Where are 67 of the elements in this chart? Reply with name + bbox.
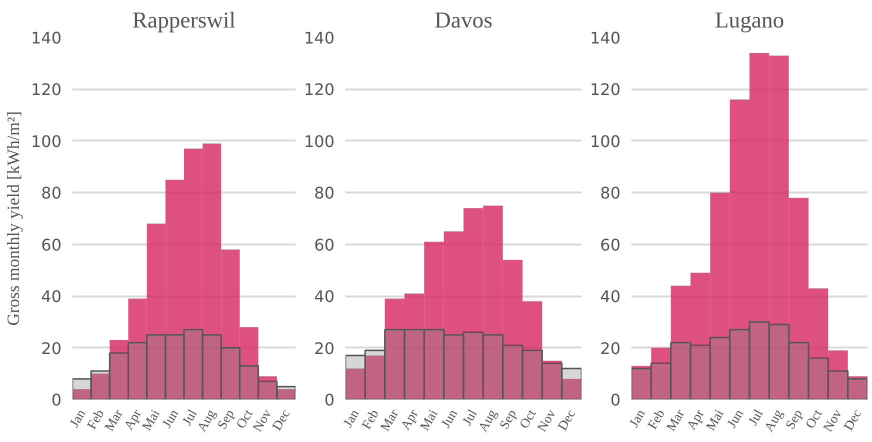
y-tick-label: 120 — [304, 80, 335, 100]
bar — [788, 342, 810, 400]
y-tick-label: 20 — [600, 338, 620, 358]
y-tick-label: 40 — [600, 287, 620, 306]
bar — [423, 328, 445, 400]
bar — [522, 350, 543, 400]
bar — [276, 386, 296, 400]
bar — [72, 378, 92, 400]
bar — [220, 347, 240, 400]
bar — [748, 321, 770, 400]
x-tick-label: Dec — [554, 406, 578, 433]
bar — [108, 352, 129, 400]
y-tick-label: 140 — [304, 28, 335, 48]
y-tick-label: 80 — [314, 184, 334, 203]
bar — [384, 328, 406, 400]
x-tick-label: Jun — [158, 406, 182, 430]
bar — [404, 328, 425, 400]
bar — [650, 362, 672, 400]
y-tick-label: 140 — [590, 28, 621, 48]
bar — [808, 357, 829, 400]
bar — [258, 380, 278, 400]
bar — [202, 334, 222, 400]
y-tick-label: 0 — [610, 390, 621, 410]
y-tick-label: 140 — [30, 28, 62, 48]
bar — [729, 328, 750, 400]
y-tick-label: 0 — [324, 390, 335, 410]
y-tick-label: 60 — [41, 235, 62, 254]
bar — [90, 370, 110, 400]
y-tick-label: 40 — [41, 287, 62, 306]
bar — [146, 334, 166, 400]
bar — [482, 334, 504, 400]
bar — [346, 354, 366, 400]
x-tick-label: Dec — [268, 406, 293, 433]
y-tick-label: 100 — [30, 132, 62, 151]
y-tick-label: 20 — [314, 338, 334, 358]
y-tick-label: 100 — [590, 132, 621, 151]
y-tick-label: 20 — [41, 338, 62, 358]
bar — [827, 370, 849, 400]
bar — [709, 336, 731, 400]
bar — [768, 324, 790, 400]
bar — [164, 334, 185, 400]
y-tick-label: 100 — [304, 132, 335, 151]
y-tick-label: 120 — [30, 80, 62, 100]
y-tick-label: 60 — [600, 235, 620, 254]
bar — [239, 365, 260, 400]
x-tick-label: Jul — [179, 406, 200, 428]
y-tick-label: 80 — [41, 184, 62, 203]
y-tick-label: 80 — [600, 184, 620, 203]
bar — [670, 342, 692, 400]
bar — [462, 332, 484, 400]
bar — [183, 328, 204, 400]
chart-title: Rapperswil — [132, 8, 236, 32]
x-tick-label: Dec — [840, 406, 864, 433]
y-tick-label: 0 — [51, 390, 62, 410]
bar — [443, 334, 464, 400]
x-tick-label: Jan — [66, 406, 88, 430]
chart-title: Lugano — [714, 8, 784, 32]
chart-title: Davos — [434, 8, 492, 32]
bar — [561, 368, 582, 400]
y-tick-label: 60 — [314, 235, 334, 254]
bar — [502, 344, 524, 400]
bar — [128, 342, 148, 400]
y-tick-label: 120 — [590, 80, 621, 100]
bar — [364, 350, 386, 400]
bar — [690, 344, 711, 400]
y-tick-label: 40 — [314, 287, 334, 306]
y-axis-title: Gross monthly yield [kWh/m²] — [4, 111, 23, 326]
